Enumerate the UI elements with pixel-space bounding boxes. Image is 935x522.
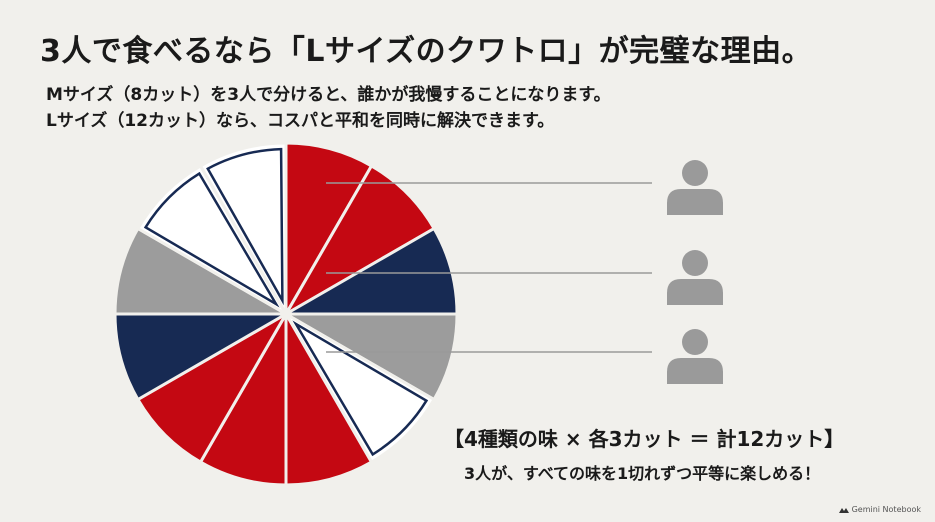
pizza-slice-outline: [206, 147, 284, 306]
subtitle-line-1: Mサイズ（8カット）を3人で分けると、誰かが我慢することになります。: [46, 85, 611, 105]
person-icon: [667, 160, 723, 215]
pizza-slice-navy: [113, 312, 292, 402]
pizza-slice-navy: [280, 226, 459, 316]
summary-caption: 3人が、すべての味を1切れずつ平等に楽しめる！: [464, 464, 821, 483]
pizza-pie: [113, 141, 459, 487]
pizza-slice-gray: [280, 312, 459, 402]
pizza-slice-white: [135, 163, 291, 319]
brand-footer: Gemini Notebook: [838, 505, 921, 514]
summary-highlight: 【4種類の味 × 各3カット ＝ 計12カット】: [444, 427, 845, 451]
pizza-slice-red: [281, 163, 437, 319]
pizza-slice-outline: [143, 171, 280, 308]
person-icon: [667, 329, 723, 384]
pizza-slice-outline: [292, 320, 429, 457]
connector-lines: [326, 182, 652, 353]
pizza-slice-red: [284, 141, 374, 320]
gemini-notebook-logo-icon: [838, 507, 849, 513]
person-icons: [667, 160, 723, 384]
page-title: 3人で食べるなら「Lサイズのクワトロ」が完璧な理由。: [40, 34, 813, 69]
pizza-slice-red: [198, 308, 288, 487]
subtitle-line-2: Lサイズ（12カット）なら、コスパと平和を同時に解決できます。: [46, 111, 555, 131]
person-icon: [667, 250, 723, 305]
pizza-slice-red: [135, 309, 291, 465]
brand-label: Gemini Notebook: [851, 505, 921, 514]
pizza-slice-gray: [113, 226, 292, 316]
pizza-slice-red: [284, 308, 374, 487]
pizza-slice-white: [281, 309, 437, 465]
